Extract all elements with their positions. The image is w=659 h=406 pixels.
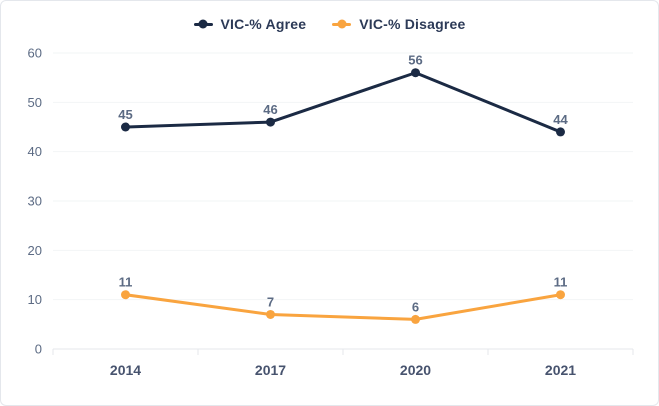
- x-axis-tick-label: 2014: [110, 362, 141, 378]
- data-point[interactable]: [411, 314, 420, 324]
- data-point-label: 7: [267, 294, 274, 309]
- y-axis-tick-label: 20: [28, 243, 42, 258]
- legend-label-vic-disagree: VIC-% Disagree: [359, 16, 466, 32]
- y-axis-tick-label: 50: [28, 95, 42, 110]
- data-point[interactable]: [121, 122, 130, 132]
- data-point-label: 45: [118, 107, 132, 122]
- data-point[interactable]: [266, 309, 275, 319]
- legend-label-vic-agree: VIC-% Agree: [220, 16, 307, 32]
- legend-item-vic-agree[interactable]: VIC-% Agree: [193, 16, 307, 32]
- series-line-1: [124, 293, 562, 321]
- line-marker-icon: [193, 19, 213, 29]
- legend-item-vic-disagree[interactable]: VIC-% Disagree: [332, 16, 465, 32]
- y-axis-tick-label: 10: [28, 292, 42, 307]
- y-axis-tick-label: 60: [28, 46, 42, 61]
- data-point[interactable]: [266, 117, 275, 127]
- data-point-label: 44: [553, 112, 568, 127]
- chart-legend: VIC-% Agree VIC-% Disagree: [1, 16, 658, 32]
- data-point-label: 46: [263, 102, 277, 117]
- data-point[interactable]: [556, 290, 565, 300]
- series-line-0: [124, 71, 562, 134]
- data-point-label: 6: [412, 299, 419, 314]
- data-point[interactable]: [411, 68, 420, 78]
- data-point-label: 56: [408, 53, 422, 68]
- x-axis-tick-label: 2020: [400, 362, 431, 378]
- y-axis-tick-label: 40: [28, 144, 42, 159]
- data-point-label: 11: [554, 275, 568, 290]
- x-axis-tick-label: 2017: [255, 362, 286, 378]
- y-axis-tick-label: 0: [35, 342, 42, 357]
- y-axis-tick-label: 30: [28, 194, 42, 209]
- line-marker-icon: [332, 19, 352, 29]
- data-point[interactable]: [121, 290, 130, 300]
- data-point-label: 11: [119, 275, 133, 290]
- x-axis-tick-label: 2021: [545, 362, 576, 378]
- data-point[interactable]: [556, 127, 565, 137]
